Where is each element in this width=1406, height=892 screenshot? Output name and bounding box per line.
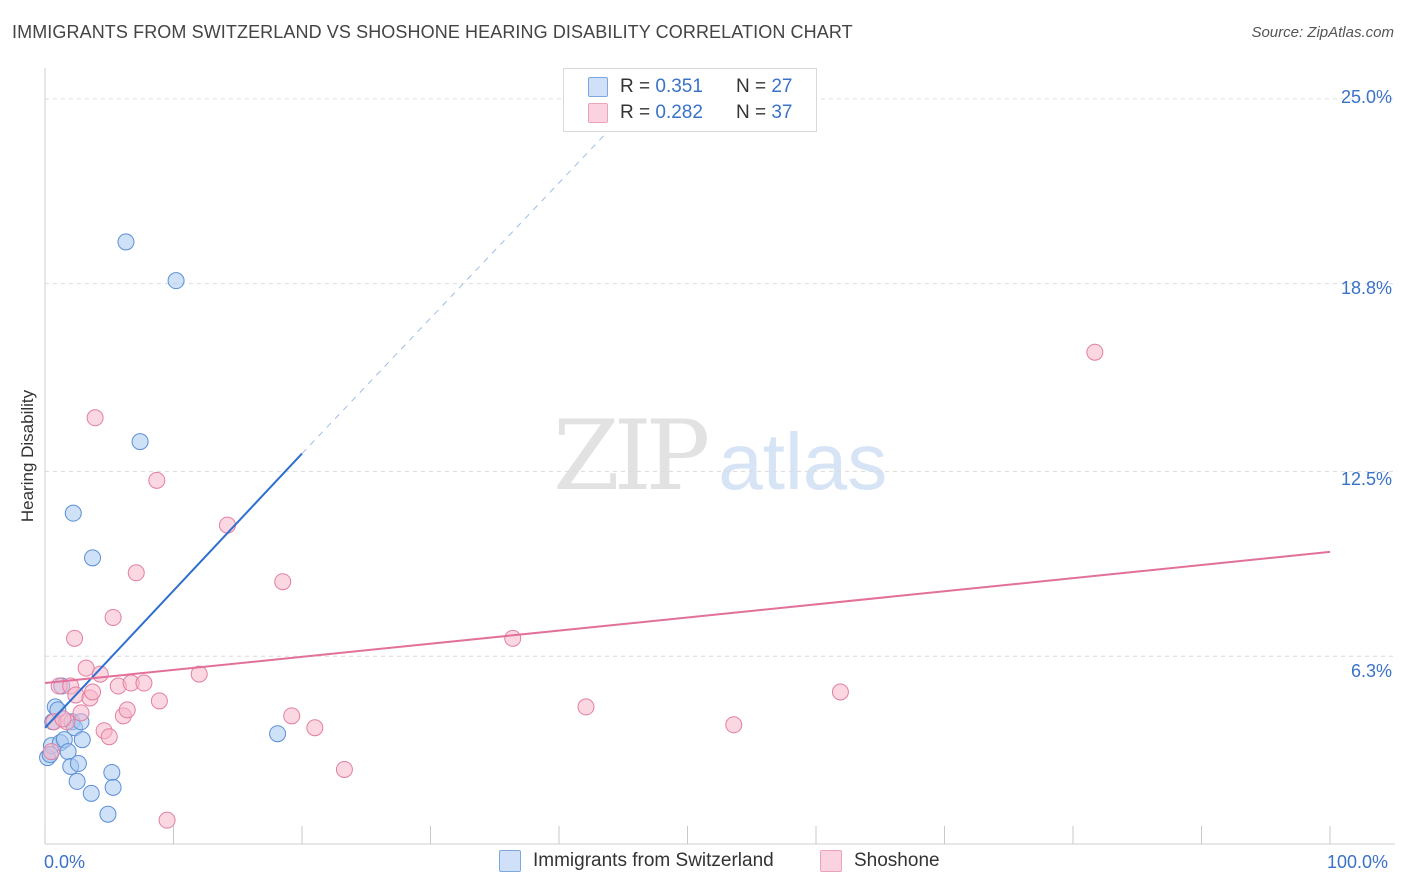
source-label: Source: ZipAtlas.com <box>1251 24 1394 41</box>
point-shoshone-10 <box>84 683 102 701</box>
x-tick-label-max: 100.0% <box>1327 852 1389 872</box>
trend-extension-switzerland <box>301 128 611 454</box>
point-switzerland-23 <box>117 233 135 251</box>
trend-line-switzerland <box>44 452 303 729</box>
point-shoshone-14 <box>100 728 118 746</box>
legend-item-shoshone: Shoshone <box>820 850 940 872</box>
point-shoshone-29 <box>306 719 324 737</box>
point-shoshone-33 <box>725 716 743 734</box>
point-shoshone-27 <box>274 573 292 591</box>
series-legend: Immigrants from Switzerland Shoshone <box>0 850 1406 878</box>
point-switzerland-25 <box>269 725 287 743</box>
chart-title: IMMIGRANTS FROM SWITZERLAND VS SHOSHONE … <box>12 22 853 42</box>
legend-swatch-switzerland <box>588 77 608 97</box>
point-shoshone-18 <box>118 701 136 719</box>
legend-item-switzerland: Immigrants from Switzerland <box>499 850 774 872</box>
legend-label-switzerland: Immigrants from Switzerland <box>533 850 774 871</box>
legend-r-label: R = <box>620 102 651 123</box>
point-switzerland-16 <box>82 784 100 802</box>
point-shoshone-0 <box>42 743 60 761</box>
legend-n-value: 27 <box>771 76 793 97</box>
trend-line-shoshone <box>44 550 1331 685</box>
point-switzerland-24 <box>167 272 185 290</box>
legend-n-value: 37 <box>771 102 793 123</box>
point-shoshone-15 <box>104 608 122 626</box>
point-shoshone-20 <box>127 564 145 582</box>
point-switzerland-12 <box>68 772 86 790</box>
watermark-atlas: atlas <box>718 417 888 506</box>
point-switzerland-15 <box>73 731 91 749</box>
point-shoshone-11 <box>86 409 104 427</box>
point-switzerland-17 <box>99 805 117 823</box>
legend-r-value: 0.351 <box>655 76 703 97</box>
point-switzerland-18 <box>103 763 121 781</box>
legend-swatch-shoshone <box>820 850 842 872</box>
point-shoshone-32 <box>577 698 595 716</box>
legend-label-shoshone: Shoshone <box>854 850 940 871</box>
point-shoshone-21 <box>135 674 153 692</box>
point-shoshone-34 <box>831 683 849 701</box>
legend-swatch-switzerland <box>499 850 521 872</box>
point-switzerland-21 <box>84 549 102 567</box>
y-tick-label-12-5: 12.5% <box>1340 469 1392 489</box>
point-switzerland-19 <box>104 778 122 796</box>
point-shoshone-24 <box>158 811 176 829</box>
legend-r-label: R = <box>620 76 651 97</box>
y-tick-label-6-3: 6.3% <box>1350 661 1392 681</box>
point-switzerland-13 <box>69 755 87 773</box>
point-shoshone-5 <box>66 629 84 647</box>
point-shoshone-8 <box>77 659 95 677</box>
point-switzerland-22 <box>131 433 149 451</box>
watermark: ZIP atlas <box>553 400 887 512</box>
legend-row-switzerland: R = 0.351 N = 27 <box>588 75 792 99</box>
point-shoshone-31 <box>504 629 522 647</box>
legend-r-value: 0.282 <box>655 102 703 123</box>
legend-n-label: N = <box>735 102 767 123</box>
point-shoshone-36 <box>54 710 72 728</box>
y-tick-label-18-8: 18.8% <box>1340 278 1392 298</box>
point-shoshone-7 <box>72 704 90 722</box>
point-shoshone-22 <box>148 471 166 489</box>
point-shoshone-25 <box>190 665 208 683</box>
point-switzerland-20 <box>64 504 82 522</box>
y-tick-label-25: 25.0% <box>1340 87 1392 107</box>
legend-row-shoshone: R = 0.282 N = 37 <box>588 101 792 125</box>
point-shoshone-26 <box>218 516 236 534</box>
watermark-zip: ZIP <box>553 400 710 512</box>
point-shoshone-23 <box>150 692 168 710</box>
legend-swatch-shoshone <box>588 103 608 123</box>
x-tick-label-min: 0.0% <box>44 852 86 872</box>
y-axis-label: Hearing Disability <box>18 389 37 523</box>
point-shoshone-30 <box>335 760 353 778</box>
correlation-legend: R = 0.351 N = 27 R = 0.282 N = 37 <box>563 68 817 132</box>
point-shoshone-28 <box>283 707 301 725</box>
point-shoshone-35 <box>1086 343 1104 361</box>
legend-n-label: N = <box>735 76 767 97</box>
